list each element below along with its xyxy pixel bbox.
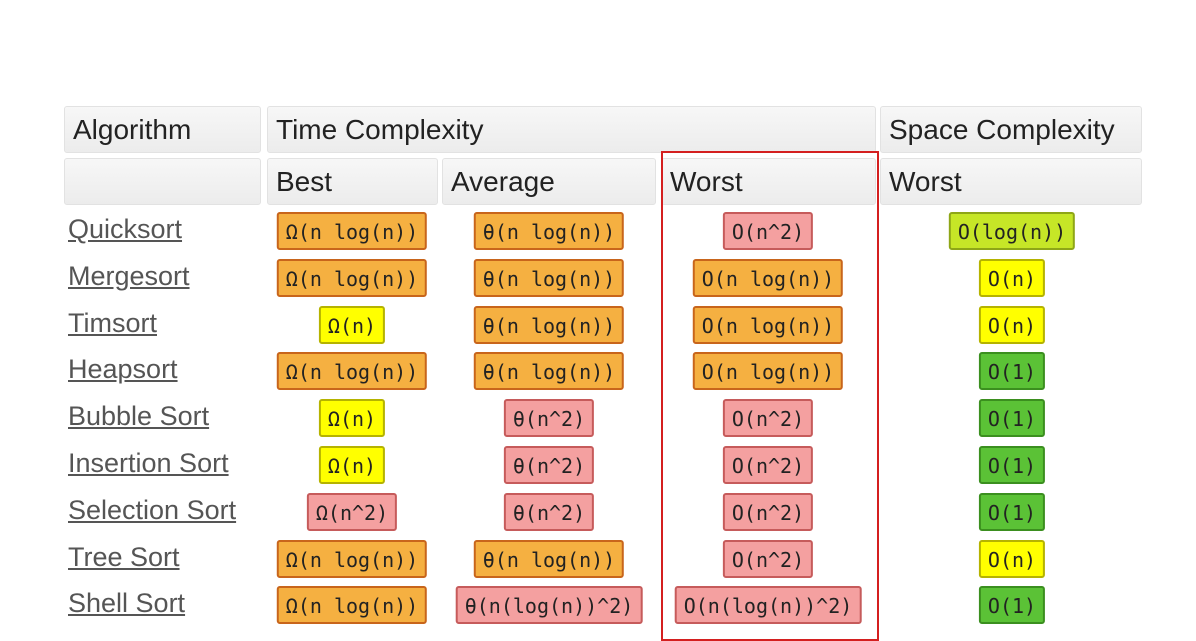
header-space-worst: Worst xyxy=(880,158,1142,205)
space-complexity-badge: O(n) xyxy=(978,258,1046,297)
best-complexity-badge: Ω(n) xyxy=(318,446,386,484)
worst-complexity-badge: O(n^2) xyxy=(722,212,814,250)
space-complexity-badge: O(1) xyxy=(978,352,1046,391)
space-complexity-badge: O(n) xyxy=(978,305,1046,344)
header-algorithm: Algorithm xyxy=(64,106,261,153)
header-worst: Worst xyxy=(661,158,876,205)
worst-complexity-badge: O(n log(n)) xyxy=(692,258,844,297)
worst-complexity-badge: O(n^2) xyxy=(722,446,814,484)
algorithm-link-quicksort[interactable]: Quicksort xyxy=(68,214,183,244)
best-complexity-badge: Ω(n log(n)) xyxy=(276,586,428,625)
best-complexity-badge: Ω(n log(n)) xyxy=(276,212,428,250)
space-complexity-badge: O(n) xyxy=(978,539,1046,578)
average-complexity-badge: θ(n log(n)) xyxy=(473,305,625,344)
best-complexity-badge: Ω(n log(n)) xyxy=(276,258,428,297)
algorithm-link-tree-sort[interactable]: Tree Sort xyxy=(68,541,180,572)
worst-complexity-badge: O(n^2) xyxy=(722,539,814,578)
algorithm-link-mergesort[interactable]: Mergesort xyxy=(68,260,190,291)
space-complexity-badge: O(1) xyxy=(978,492,1046,531)
space-complexity-badge: O(log(n)) xyxy=(948,212,1076,250)
best-complexity-badge: Ω(n log(n)) xyxy=(276,539,428,578)
header-time-complexity: Time Complexity xyxy=(267,106,876,153)
average-complexity-badge: θ(n log(n)) xyxy=(473,352,625,391)
best-complexity-badge: Ω(n) xyxy=(318,399,386,438)
algorithm-link-bubble-sort[interactable]: Bubble Sort xyxy=(68,401,210,432)
algorithm-link-insertion-sort[interactable]: Insertion Sort xyxy=(68,448,229,478)
average-complexity-badge: θ(n^2) xyxy=(503,492,595,531)
worst-complexity-badge: O(n^2) xyxy=(722,399,814,438)
algorithm-link-heapsort[interactable]: Heapsort xyxy=(68,354,178,385)
algorithm-link-timsort[interactable]: Timsort xyxy=(68,307,157,338)
average-complexity-badge: θ(n^2) xyxy=(503,399,595,438)
header-best: Best xyxy=(267,158,438,205)
header-average: Average xyxy=(442,158,656,205)
best-complexity-badge: Ω(n^2) xyxy=(306,492,398,531)
worst-complexity-badge: O(n(log(n))^2) xyxy=(674,586,862,625)
average-complexity-badge: θ(n(log(n))^2) xyxy=(455,586,643,625)
space-complexity-badge: O(1) xyxy=(978,399,1046,438)
header-empty xyxy=(64,158,261,205)
algorithm-link-selection-sort[interactable]: Selection Sort xyxy=(68,494,237,525)
worst-complexity-badge: O(n^2) xyxy=(722,492,814,531)
space-complexity-badge: O(1) xyxy=(978,586,1046,625)
average-complexity-badge: θ(n log(n)) xyxy=(473,258,625,297)
space-complexity-badge: O(1) xyxy=(978,446,1046,484)
algorithm-link-shell-sort[interactable]: Shell Sort xyxy=(68,588,186,619)
best-complexity-badge: Ω(n log(n)) xyxy=(276,352,428,391)
worst-complexity-badge: O(n log(n)) xyxy=(692,352,844,391)
average-complexity-badge: θ(n log(n)) xyxy=(473,539,625,578)
average-complexity-badge: θ(n log(n)) xyxy=(473,212,625,250)
header-space-complexity: Space Complexity xyxy=(880,106,1142,153)
best-complexity-badge: Ω(n) xyxy=(318,305,386,344)
worst-complexity-badge: O(n log(n)) xyxy=(692,305,844,344)
average-complexity-badge: θ(n^2) xyxy=(503,446,595,484)
